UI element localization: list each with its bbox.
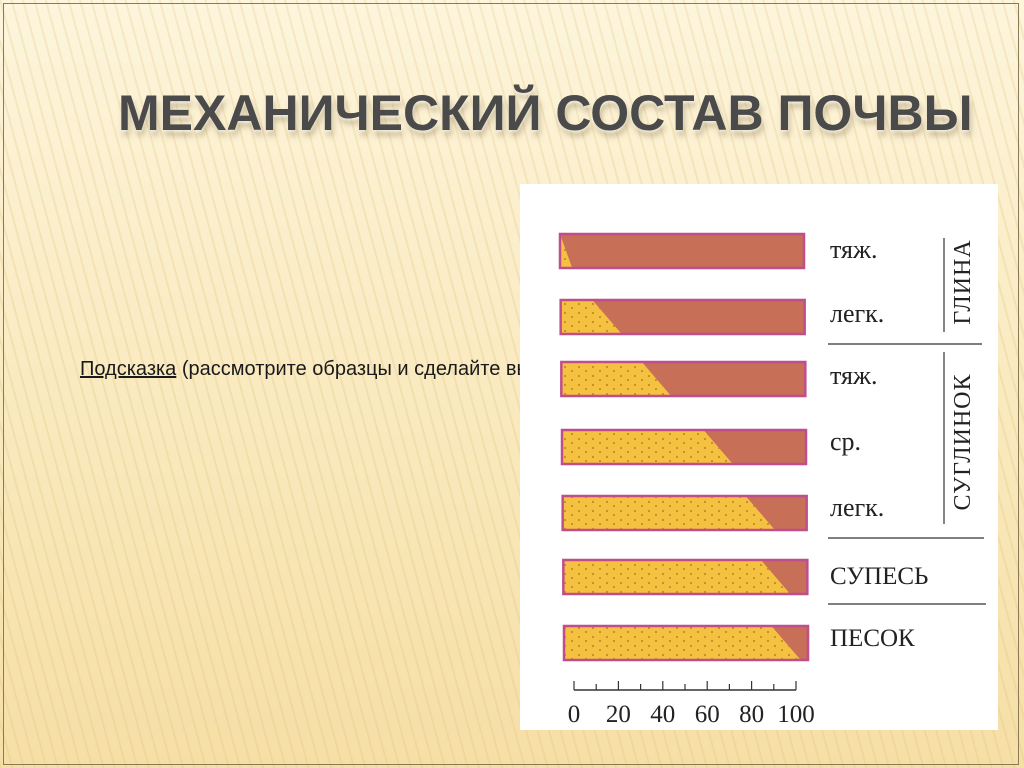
group-label-suglinok: СУГЛИНОК [950, 373, 976, 510]
scale-tick-label: 40 [650, 701, 675, 728]
bar-outline [560, 428, 808, 466]
sample-label: тяж. [830, 235, 877, 264]
sample-label: тяж. [830, 361, 877, 390]
sample-label: СУПЕСЬ [830, 563, 928, 590]
sample-bar [560, 360, 807, 398]
bar-outline [558, 232, 806, 270]
soil-diagram-svg: тяж. легк. тяж. ср. легк. СУПЕСЬ ПЕСОК ГЛИНА СУГ… [558, 232, 986, 728]
soil-composition-figure: тяж. легк. тяж. ср. легк. СУПЕСЬ ПЕСОК ГЛИНА СУГ… [520, 184, 998, 730]
hint-body: (рассмотрите образцы и сделайте вывод) [176, 358, 571, 380]
scale-tick-label: 100 [777, 701, 815, 728]
sand-dots [560, 300, 622, 334]
group-label-glina: ГЛИНА [950, 239, 976, 324]
sample-bar [558, 232, 806, 270]
sand-dots [563, 560, 791, 594]
scale-tick-label: 20 [606, 701, 631, 728]
sand-dots [564, 626, 801, 660]
clay-fill [560, 234, 804, 268]
sample-label: ср. [830, 427, 861, 456]
sand-dots [560, 234, 573, 268]
scale-tick-label: 60 [695, 701, 720, 728]
sand-dots [562, 496, 775, 530]
bar-outline [560, 360, 807, 398]
sample-label: легк. [830, 493, 884, 522]
bar-outline [559, 298, 806, 336]
sample-label: легк. [830, 299, 884, 328]
slide-title: МЕХАНИЧЕСКИЙ СОСТАВ ПОЧВЫ [118, 85, 973, 141]
scale-tick-label: 80 [739, 701, 764, 728]
sample-bar [562, 624, 810, 662]
hint-text: Подсказка (рассмотрите образцы и сделайт… [80, 356, 600, 383]
sample-bar [562, 558, 809, 596]
sample-bar [561, 494, 808, 532]
sample-label: ПЕСОК [830, 625, 915, 652]
sample-bar [559, 298, 806, 336]
sand-dots [561, 362, 672, 396]
sample-bar [560, 428, 808, 466]
hint-keyword: Подсказка [80, 358, 177, 380]
bar-outline [562, 558, 809, 596]
scale-tick-label: 0 [568, 701, 581, 728]
bar-outline [561, 494, 808, 532]
bar-outline [562, 624, 810, 662]
sand-dots [562, 430, 733, 464]
